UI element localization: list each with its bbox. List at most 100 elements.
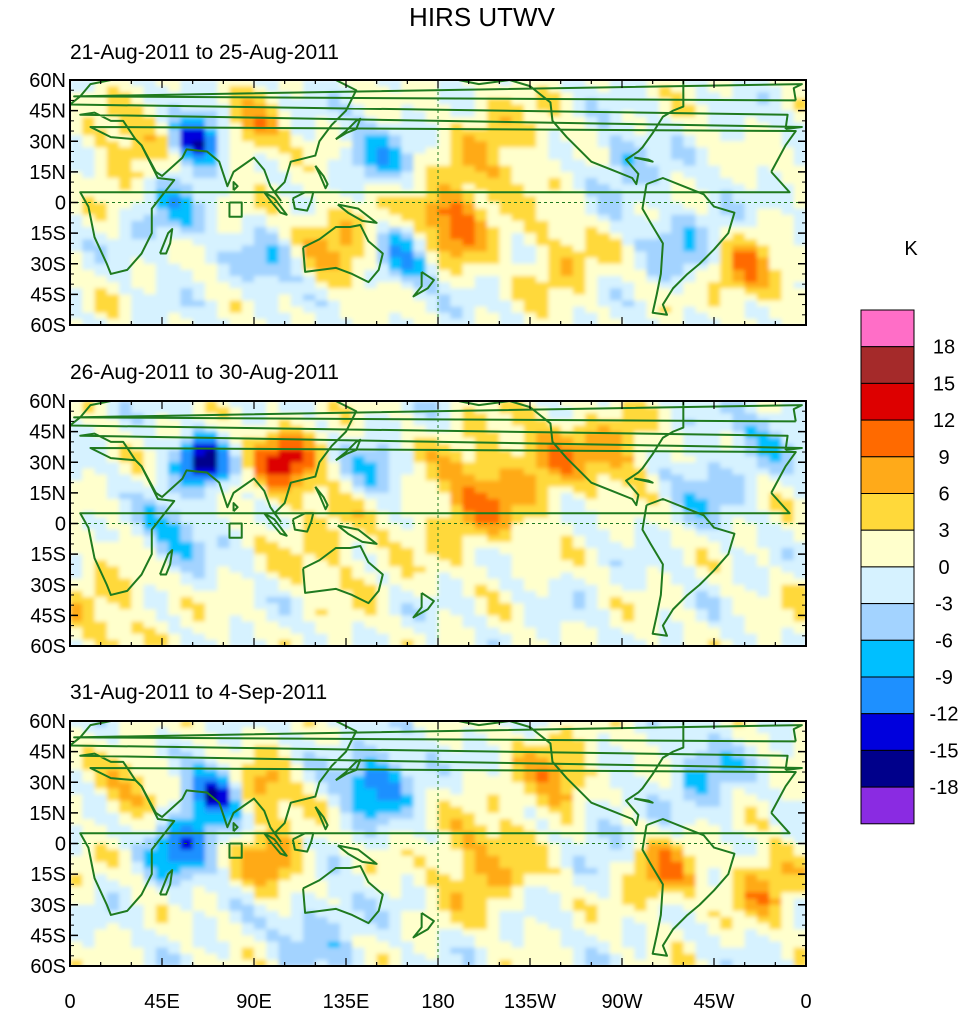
anomaly-cell [290, 633, 304, 641]
anomaly-cell [646, 486, 660, 494]
anomaly-cell [450, 486, 464, 494]
anomaly-cell [634, 548, 648, 555]
anomaly-cell [499, 312, 513, 320]
anomaly-cell [438, 257, 451, 265]
anomaly-cell [683, 251, 697, 259]
anomaly-cell [180, 425, 194, 433]
anomaly-cell [671, 257, 684, 265]
anomaly-cell [732, 541, 746, 549]
anomaly-cell [217, 511, 231, 518]
anomaly-cell [168, 474, 181, 482]
anomaly-cell [793, 306, 806, 314]
anomaly-cell [241, 208, 255, 216]
anomaly-cell [671, 318, 684, 325]
anomaly-cell [523, 251, 537, 259]
anomaly-cell [597, 554, 611, 561]
anomaly-cell [585, 263, 599, 271]
anomaly-cell [707, 609, 721, 616]
anomaly-cell [523, 523, 537, 531]
anomaly-cell [450, 572, 464, 580]
anomaly-cell [376, 627, 390, 635]
anomaly-cell [523, 220, 537, 228]
anomaly-cell [352, 462, 365, 469]
anomaly-cell [487, 171, 500, 179]
anomaly-cell [290, 171, 304, 179]
anomaly-cell [278, 263, 292, 271]
anomaly-cell [793, 633, 806, 641]
anomaly-cell [106, 233, 120, 240]
anomaly-cell [327, 98, 341, 106]
anomaly-cell [720, 202, 733, 210]
anomaly-cell [536, 276, 549, 283]
anomaly-cell [683, 227, 697, 234]
anomaly-cell [781, 153, 795, 161]
anomaly-cell [769, 492, 783, 500]
anomaly-cell [450, 269, 464, 277]
anomaly-cell [229, 282, 243, 289]
anomaly-cell [462, 603, 476, 610]
anomaly-cell [143, 431, 157, 439]
anomaly-cell [168, 276, 181, 283]
anomaly-cell [401, 548, 415, 555]
anomaly-cell [634, 425, 648, 433]
anomaly-cell [217, 227, 231, 234]
anomaly-cell [241, 110, 255, 118]
anomaly-cell [732, 597, 746, 604]
anomaly-cell [622, 178, 635, 185]
anomaly-cell [781, 517, 795, 525]
anomaly-cell [241, 462, 255, 469]
anomaly-cell [401, 499, 415, 506]
anomaly-cell [499, 214, 513, 222]
anomaly-cell [450, 122, 464, 130]
anomaly-cell [425, 202, 439, 210]
anomaly-cell [376, 456, 390, 463]
anomaly-cell [683, 633, 697, 641]
anomaly-cell [180, 141, 194, 148]
anomaly-cell [131, 257, 145, 265]
anomaly-cell [499, 609, 513, 616]
anomaly-cell [192, 282, 206, 289]
anomaly-cell [646, 239, 660, 246]
anomaly-cell [646, 609, 660, 616]
anomaly-cell [450, 251, 464, 259]
anomaly-cell [217, 609, 231, 616]
anomaly-cell [155, 129, 169, 136]
anomaly-cell [499, 590, 513, 598]
anomaly-cell [388, 566, 402, 574]
anomaly-cell [646, 263, 660, 271]
anomaly-cell [671, 554, 684, 561]
anomaly-cell [315, 566, 329, 574]
anomaly-cell [450, 98, 464, 106]
anomaly-cell [303, 505, 316, 512]
anomaly-cell [683, 535, 697, 543]
anomaly-cell [438, 450, 451, 457]
anomaly-cell [82, 184, 96, 191]
anomaly-cell [474, 312, 488, 320]
anomaly-cell [487, 639, 500, 646]
anomaly-cell [671, 603, 684, 610]
anomaly-cell [82, 129, 96, 136]
anomaly-cell [119, 578, 132, 586]
anomaly-cell [536, 627, 549, 635]
anomaly-cell [548, 312, 562, 320]
anomaly-cell [352, 276, 365, 283]
anomaly-cell [364, 135, 378, 142]
anomaly-cell [756, 572, 770, 580]
anomaly-cell [119, 294, 132, 302]
anomaly-cell [106, 431, 120, 439]
anomaly-cell [192, 425, 206, 433]
anomaly-cell [781, 269, 795, 277]
anomaly-cell [769, 486, 783, 494]
anomaly-cell [168, 456, 181, 463]
anomaly-cell [732, 450, 746, 457]
anomaly-cell [769, 413, 783, 420]
anomaly-cell [523, 153, 537, 161]
anomaly-cell [609, 462, 623, 469]
anomaly-cell [229, 407, 243, 414]
anomaly-cell [769, 541, 783, 549]
anomaly-cell [388, 554, 402, 561]
anomaly-cell [204, 220, 218, 228]
anomaly-cell [499, 462, 513, 469]
anomaly-cell [401, 633, 415, 641]
anomaly-cell [474, 566, 488, 574]
